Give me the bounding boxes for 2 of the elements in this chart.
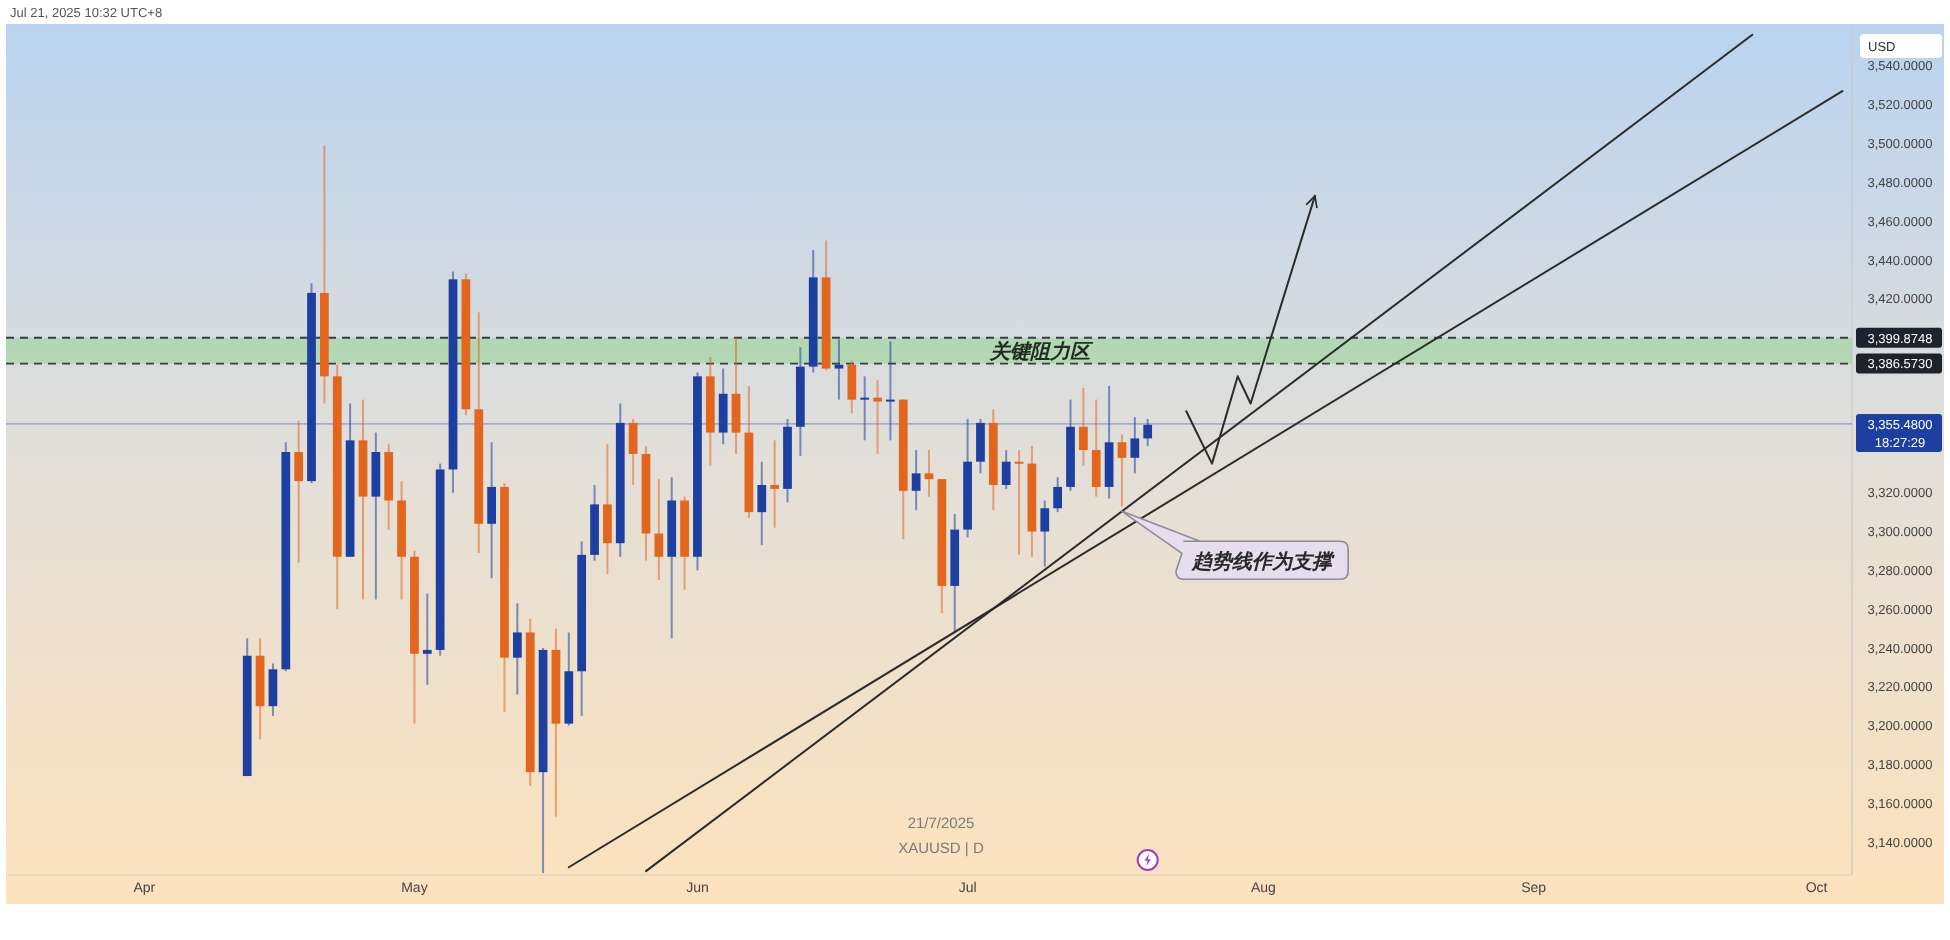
annotation: 趋势线作为支撑 [1190, 550, 1337, 575]
band-label: 关键阻力区 [987, 339, 1094, 364]
